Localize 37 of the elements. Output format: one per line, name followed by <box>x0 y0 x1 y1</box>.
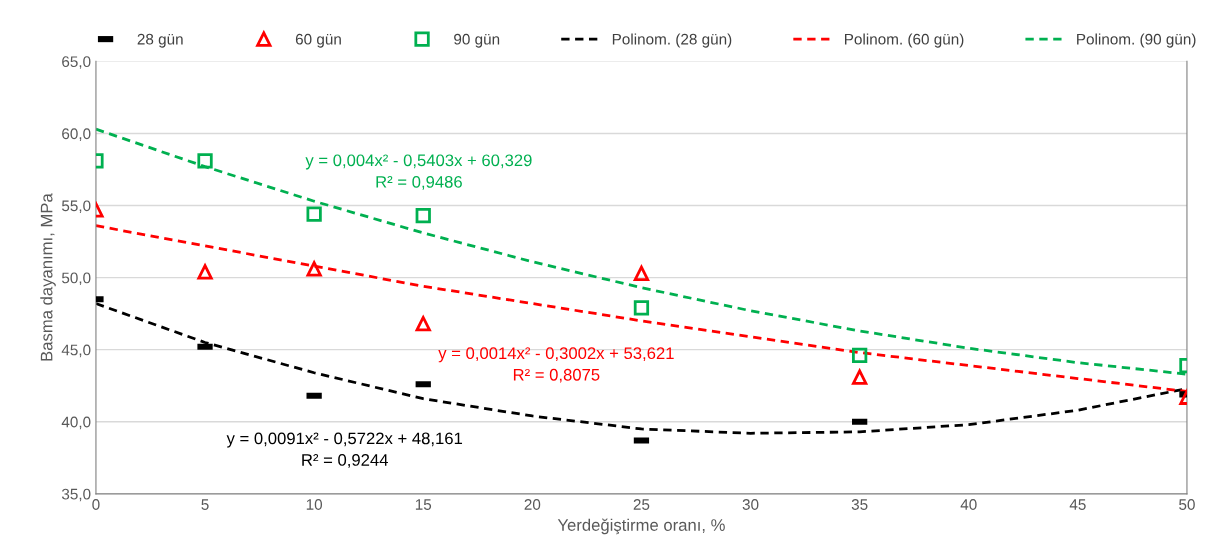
x-axis-title: Yerdeğiştirme oranı, % <box>557 518 725 535</box>
y-tick-label: 60,0 <box>62 128 91 141</box>
y-tick-label: 45,0 <box>61 344 91 358</box>
x-tick-label: 40 <box>960 499 977 510</box>
legend-label: Polinom. (90 gün) <box>1077 33 1196 48</box>
point <box>306 206 322 222</box>
legend-label: 28 gün <box>137 33 183 48</box>
x-tick-label: 30 <box>742 499 759 510</box>
x-tick-label: 50 <box>1179 499 1195 510</box>
y-tick-label: 65,0 <box>62 56 91 69</box>
point <box>633 265 650 281</box>
point <box>197 264 213 280</box>
x-tick-label: 0 <box>92 499 100 510</box>
x-tick-label: 5 <box>201 499 209 510</box>
y-tick-label: 55,0 <box>61 200 91 214</box>
legend-label: Polinom. (60 gün) <box>844 33 964 48</box>
x-tick-label: 25 <box>633 499 650 510</box>
point <box>633 300 650 316</box>
point <box>415 316 431 332</box>
legend-label: 90 gün <box>454 33 500 48</box>
point <box>197 153 213 169</box>
x-tick-label: 35 <box>851 499 868 510</box>
point <box>415 207 431 224</box>
annotation: y = 0,0091x² - 0,5722x + 48,161 R² = 0,9244 <box>226 432 463 468</box>
annotation: y = 0,0014x² - 0,3002x + 53,621 R² = 0,8075 <box>438 347 674 383</box>
y-axis-title: Basma dayanımı, MPa <box>40 193 56 361</box>
x-tick-label: 20 <box>524 499 541 510</box>
x-tick-label: 15 <box>415 499 432 510</box>
point <box>306 261 322 277</box>
annotation: y = 0,004x² - 0,5403x + 60,329 R² = 0,9486 <box>305 154 532 190</box>
legend-label: Polinom. (28 gün) <box>612 33 732 48</box>
y-tick-label: 40,0 <box>61 416 91 430</box>
x-tick-label: 10 <box>306 499 323 510</box>
x-tick-label: 45 <box>1069 499 1086 510</box>
y-tick-label: 35,0 <box>61 488 91 502</box>
legend-label: 60 gün <box>295 33 341 48</box>
y-tick-label: 50,0 <box>61 272 91 286</box>
